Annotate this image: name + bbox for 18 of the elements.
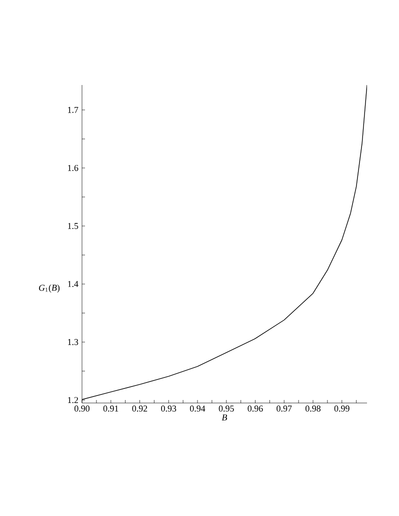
x-tick-label: 0.98 <box>306 406 321 412</box>
y-axis-title: G$_{1}$(B) <box>39 284 60 293</box>
x-tick-label: 0.92 <box>132 406 148 412</box>
y-tick-label: 1.2 <box>68 397 78 404</box>
x-tick-label: 0.97 <box>276 406 292 412</box>
x-tick-label: 0.91 <box>103 406 118 412</box>
y-tick-label: 1.7 <box>68 106 78 113</box>
y-tick-label: 1.5 <box>68 222 78 230</box>
x-tick-label: 0.94 <box>190 406 206 412</box>
x-tick-label: 0.93 <box>161 406 176 412</box>
y-tick-label: 1.6 <box>68 164 78 172</box>
x-tick-label: 0.99 <box>334 406 350 412</box>
y-tick-label: 1.4 <box>68 281 78 288</box>
x-tick-label: 0.90 <box>74 406 90 412</box>
y-tick-label: 1.3 <box>68 339 78 346</box>
x-axis-title: B <box>222 414 228 420</box>
x-tick-label: 0.96 <box>248 406 263 412</box>
x-tick-label: 0.95 <box>218 406 234 412</box>
